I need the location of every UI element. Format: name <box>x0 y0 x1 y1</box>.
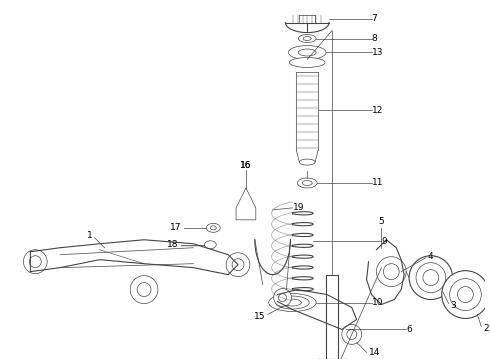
Circle shape <box>226 253 250 276</box>
Text: 17: 17 <box>170 223 182 232</box>
Ellipse shape <box>299 159 315 165</box>
Ellipse shape <box>302 180 312 185</box>
Text: 16: 16 <box>240 161 252 170</box>
Text: 1: 1 <box>87 231 93 240</box>
Circle shape <box>29 256 41 268</box>
Circle shape <box>441 271 489 319</box>
Ellipse shape <box>298 35 316 42</box>
Circle shape <box>409 256 453 300</box>
Text: 10: 10 <box>371 298 383 307</box>
Circle shape <box>383 264 399 280</box>
Ellipse shape <box>284 299 301 306</box>
Circle shape <box>273 289 292 306</box>
Ellipse shape <box>206 223 220 232</box>
Text: 19: 19 <box>294 203 305 212</box>
Ellipse shape <box>298 49 316 56</box>
Text: 15: 15 <box>254 312 266 321</box>
Text: 5: 5 <box>379 217 384 226</box>
Ellipse shape <box>275 296 309 309</box>
Circle shape <box>342 324 362 345</box>
Circle shape <box>278 293 287 302</box>
Text: 14: 14 <box>368 348 380 357</box>
Ellipse shape <box>290 58 325 67</box>
Text: 6: 6 <box>406 325 412 334</box>
Circle shape <box>423 270 439 285</box>
Text: 9: 9 <box>381 237 387 246</box>
Text: 13: 13 <box>371 48 383 57</box>
Text: 4: 4 <box>428 252 434 261</box>
Circle shape <box>137 283 151 297</box>
Circle shape <box>450 279 481 310</box>
Text: 12: 12 <box>371 106 383 115</box>
Ellipse shape <box>204 241 216 249</box>
Text: 3: 3 <box>451 301 456 310</box>
Circle shape <box>376 257 406 287</box>
Text: 7: 7 <box>371 14 377 23</box>
Text: 16: 16 <box>240 161 252 170</box>
Ellipse shape <box>289 45 326 59</box>
Ellipse shape <box>269 293 316 311</box>
Polygon shape <box>236 188 256 220</box>
Text: 2: 2 <box>483 324 489 333</box>
Text: 18: 18 <box>167 240 179 249</box>
Ellipse shape <box>303 37 311 41</box>
Circle shape <box>416 263 446 293</box>
Circle shape <box>232 259 244 271</box>
Text: 11: 11 <box>371 179 383 188</box>
Circle shape <box>458 287 473 302</box>
Circle shape <box>24 250 47 274</box>
Ellipse shape <box>297 178 317 188</box>
Text: 8: 8 <box>371 34 377 43</box>
Circle shape <box>347 329 357 339</box>
Ellipse shape <box>210 226 216 230</box>
Circle shape <box>130 276 158 303</box>
